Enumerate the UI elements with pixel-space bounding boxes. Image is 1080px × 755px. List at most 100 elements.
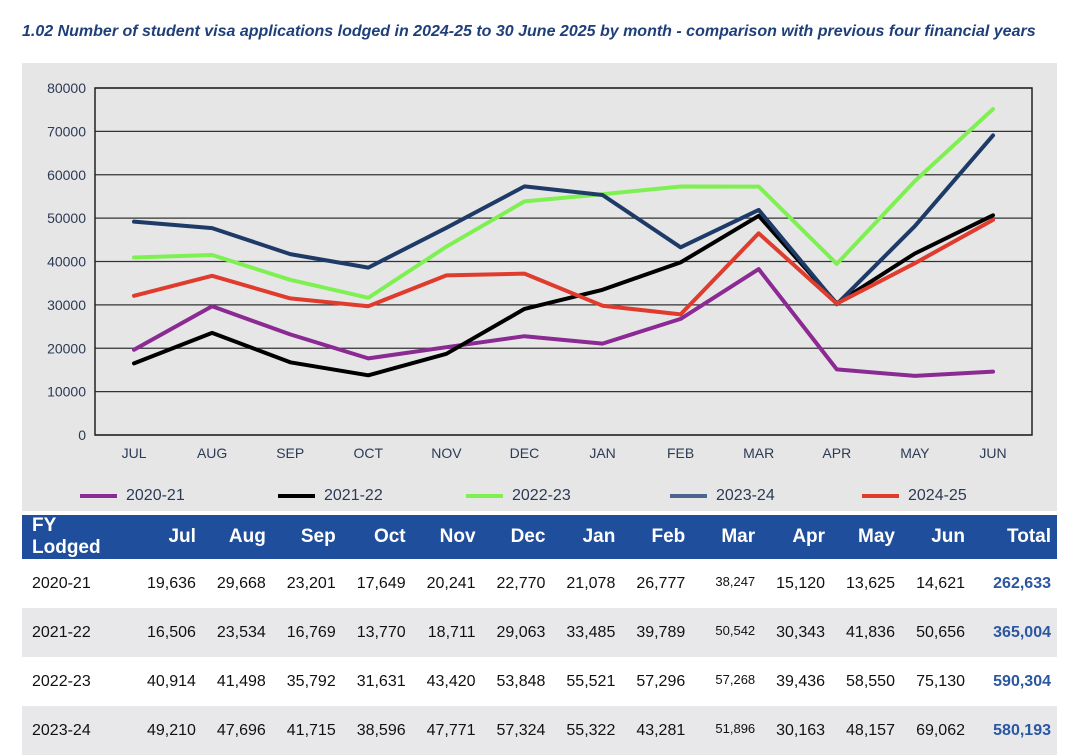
month-value-cell: 75,130	[916, 672, 965, 690]
y-tick-label: 40000	[47, 254, 86, 270]
x-tick-label: MAY	[900, 445, 930, 461]
legend-item-2024-25: 2024-25	[862, 487, 967, 504]
x-axis: JUL AUG SEP OCT NOV DEC JAN FEB MAR APR MAY JUN	[122, 445, 1007, 461]
line-chart: 0 10000 20000 30000 40000 50000 60000 70000 8000…	[47, 80, 1033, 504]
x-tick-label: AUG	[197, 445, 227, 461]
data-table: FY Lodged Jul Aug Sep Oct Nov Dec Jan Feb Mar Apr M…	[22, 515, 1057, 755]
table-row: 2021-22 16,506 23,534 16,769 13,770 18,711 29,…	[22, 608, 1057, 657]
column-header: Sep	[271, 515, 342, 559]
fy-cell: 2021-22	[22, 608, 132, 657]
month-value-cell: 58,550	[846, 672, 895, 690]
x-tick-label: MAR	[743, 445, 774, 461]
month-value-cell: 30,163	[761, 706, 832, 755]
month-value-cell: 13,770	[341, 608, 412, 657]
month-value-cell: 41,715	[271, 706, 342, 755]
column-header: Mar	[691, 515, 762, 559]
month-value-cell: 69,062	[900, 706, 971, 755]
month-value-cell: 39,789	[621, 608, 692, 657]
month-value-cell: 57,324	[481, 706, 552, 755]
legend-item-2020-21: 2020-21	[80, 487, 185, 504]
month-value-cell: 39,436	[776, 672, 826, 690]
x-tick-label: JAN	[589, 445, 615, 461]
month-value-cell: 30,343	[761, 608, 832, 657]
month-value-cell: 33,485	[551, 608, 622, 657]
month-value-cell: 29,063	[481, 608, 552, 657]
column-header: Feb	[621, 515, 692, 559]
x-tick-label: OCT	[354, 445, 384, 461]
series-line-2024-25	[132, 217, 995, 317]
legend-item-2021-22: 2021-22	[278, 487, 383, 504]
month-value-cell: 13,625	[846, 574, 895, 592]
month-value-cell: 57,268	[715, 672, 756, 687]
column-header: Jun	[900, 515, 971, 559]
month-value-cell: 23,201	[286, 574, 336, 592]
chart-title: 1.02 Number of student visa applications…	[22, 23, 1036, 40]
month-value-cell: 20,241	[426, 574, 476, 592]
month-value-cell: 38,596	[341, 706, 412, 755]
column-header: Nov	[411, 515, 482, 559]
month-value-cell: 50,542	[691, 608, 762, 657]
month-value-cell: 38,247	[715, 574, 756, 589]
month-value-cell: 17,649	[356, 574, 406, 592]
x-tick-label: JUN	[979, 445, 1006, 461]
y-tick-label: 70000	[47, 123, 86, 139]
legend-label: 2022-23	[512, 487, 571, 504]
total-cell: 590,304	[993, 672, 1051, 690]
column-header: Jul	[132, 515, 202, 559]
month-value-cell: 21,078	[566, 574, 616, 592]
y-tick-label: 50000	[47, 210, 86, 226]
month-value-cell: 16,769	[271, 608, 342, 657]
total-cell: 580,193	[971, 706, 1057, 755]
month-value-cell: 29,668	[216, 574, 266, 592]
table-row: 2020-21 19,636 29,668 23,201 17,649 20,241 22,…	[22, 559, 1057, 608]
column-header: Total	[971, 515, 1057, 559]
month-value-cell: 26,777	[636, 574, 686, 592]
column-header: Apr	[761, 515, 832, 559]
month-value-cell: 53,848	[496, 672, 546, 690]
x-tick-label: APR	[822, 445, 851, 461]
series-line-2020-21	[132, 267, 995, 378]
month-value-cell: 51,896	[691, 706, 762, 755]
y-tick-label: 10000	[47, 384, 86, 400]
month-value-cell: 50,656	[900, 608, 971, 657]
table-row: 2022-23 40,914 41,498 35,792 31,631 43,420 53,…	[22, 657, 1057, 706]
chart-panel	[22, 63, 1057, 511]
legend-item-2022-23: 2022-23	[466, 487, 571, 504]
y-tick-label: 0	[78, 427, 86, 443]
x-tick-label: JUL	[122, 445, 147, 461]
fy-cell: 2020-21	[32, 574, 91, 592]
series-line-2022-23	[132, 107, 995, 300]
month-value-cell: 41,498	[216, 672, 266, 690]
table-body: 2020-21 19,636 29,668 23,201 17,649 20,241 22,…	[22, 559, 1057, 755]
legend-label: 2024-25	[908, 487, 967, 504]
y-axis: 0 10000 20000 30000 40000 50000 60000 70000 8000…	[47, 80, 86, 443]
month-value-cell: 47,696	[201, 706, 272, 755]
month-value-cell: 31,631	[356, 672, 406, 690]
month-value-cell: 19,636	[146, 574, 196, 592]
month-value-cell: 23,534	[201, 608, 272, 657]
y-tick-label: 20000	[47, 340, 86, 356]
x-tick-label: FEB	[667, 445, 694, 461]
column-header: Aug	[201, 515, 272, 559]
column-header: Jan	[551, 515, 622, 559]
month-value-cell: 40,914	[146, 672, 196, 690]
month-value-cell: 55,322	[551, 706, 622, 755]
month-value-cell: 22,770	[496, 574, 546, 592]
y-tick-label: 80000	[47, 80, 86, 96]
legend-label: 2021-22	[324, 487, 383, 504]
legend: 2020-21 2021-22 2022-23 2023-24 2024-25	[80, 487, 967, 504]
y-tick-label: 30000	[47, 297, 86, 313]
month-value-cell: 48,157	[831, 706, 901, 755]
table-row: 2023-24 49,210 47,696 41,715 38,596 47,771 57,…	[22, 706, 1057, 755]
total-cell: 365,004	[971, 608, 1057, 657]
month-value-cell: 55,521	[566, 672, 616, 690]
x-tick-label: DEC	[510, 445, 540, 461]
series-line-2023-24	[132, 133, 995, 307]
legend-item-2023-24: 2023-24	[670, 487, 775, 504]
month-value-cell: 16,506	[132, 608, 202, 657]
month-value-cell: 43,281	[621, 706, 692, 755]
month-value-cell: 49,210	[132, 706, 202, 755]
plot-frame	[94, 87, 1033, 436]
table-header-row: FY Lodged Jul Aug Sep Oct Nov Dec Jan Feb Mar Apr M…	[22, 515, 1057, 559]
series-line-2021-22	[132, 213, 995, 378]
